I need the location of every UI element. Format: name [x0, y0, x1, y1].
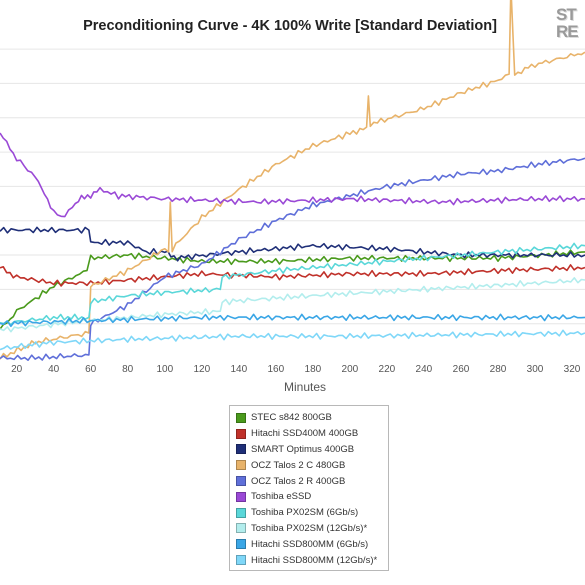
series-group	[0, 0, 585, 362]
x-tick-label: 60	[85, 364, 97, 375]
legend-label: Toshiba eSSD	[251, 491, 312, 503]
gridlines	[0, 48, 585, 325]
legend-item-10[interactable]: Hitachi SSD800MM (12Gb/s)*	[230, 552, 388, 568]
legend-swatch	[236, 507, 246, 518]
x-tick-label: 320	[564, 364, 581, 375]
legend-item-8[interactable]: Toshiba PX02SM (12Gb/s)*	[230, 521, 388, 537]
legend-swatch	[236, 491, 246, 502]
x-tick-label: 160	[267, 364, 284, 375]
legend-item-6[interactable]: Toshiba eSSD	[230, 489, 388, 505]
legend-swatch	[236, 444, 246, 455]
watermark-line-1: ST	[556, 6, 577, 24]
series-line-1	[0, 249, 585, 330]
x-axis-title: Minutes	[284, 380, 326, 394]
legend-label: OCZ Talos 2 C 480GB	[251, 459, 346, 471]
legend-label: STEC s842 800GB	[251, 412, 332, 424]
legend-label: Hitachi SSD800MM (12Gb/s)*	[251, 554, 378, 566]
x-tick-label: 220	[379, 364, 396, 375]
legend-swatch	[236, 555, 246, 566]
x-tick-label: 240	[416, 364, 433, 375]
legend-label: OCZ Talos 2 R 400GB	[251, 475, 346, 487]
series-line-6	[0, 132, 585, 218]
legend-label: Toshiba PX02SM (6Gb/s)	[251, 507, 359, 519]
series-line-5	[0, 157, 585, 362]
watermark-logo: ST RE	[556, 6, 585, 44]
legend-label: Hitachi SSD800MM (6Gb/s)	[251, 538, 369, 550]
chart-title: Preconditioning Curve - 4K 100% Write [S…	[83, 18, 497, 34]
series-line-9	[0, 313, 585, 328]
legend-item-5[interactable]: OCZ Talos 2 R 400GB	[230, 473, 388, 489]
legend-item-4[interactable]: OCZ Talos 2 C 480GB	[230, 457, 388, 473]
legend: STEC s842 800GB Hitachi SSD400M 400GB SMAR…	[229, 405, 389, 571]
series-line-10	[0, 329, 585, 351]
x-tick-label: 300	[527, 364, 544, 375]
x-axis-ticks: 20 40 60 80 100 120 140 160 180 200 220 240 260 280 30…	[11, 364, 581, 375]
legend-label: SMART Optimus 400GB	[251, 443, 355, 455]
x-tick-label: 40	[48, 364, 60, 375]
legend-item-7[interactable]: Toshiba PX02SM (6Gb/s)	[230, 505, 388, 521]
legend-swatch	[236, 539, 246, 550]
legend-item-2[interactable]: Hitachi SSD400M 400GB	[230, 426, 388, 442]
legend-swatch	[236, 428, 246, 439]
series-line-7	[0, 242, 585, 326]
legend-item-3[interactable]: SMART Optimus 400GB	[230, 442, 388, 458]
series-line-4	[0, 0, 585, 360]
legend-swatch	[236, 460, 246, 471]
x-tick-label: 80	[122, 364, 134, 375]
x-tick-label: 180	[305, 364, 322, 375]
series-line-3	[0, 226, 585, 262]
x-tick-label: 100	[156, 364, 173, 375]
legend-swatch	[236, 476, 246, 487]
x-tick-label: 20	[11, 364, 23, 375]
x-tick-label: 120	[193, 364, 210, 375]
legend-label: Toshiba PX02SM (12Gb/s)*	[251, 522, 368, 534]
watermark-line-2: RE	[556, 22, 579, 41]
legend-item-1[interactable]: STEC s842 800GB	[230, 410, 388, 426]
x-tick-label: 140	[230, 364, 247, 375]
legend-swatch	[236, 412, 246, 423]
x-tick-label: 200	[342, 364, 359, 375]
legend-item-9[interactable]: Hitachi SSD800MM (6Gb/s)	[230, 536, 388, 552]
legend-label: Hitachi SSD400M 400GB	[251, 428, 359, 440]
legend-swatch	[236, 523, 246, 534]
x-tick-label: 260	[453, 364, 470, 375]
x-tick-label: 280	[490, 364, 507, 375]
